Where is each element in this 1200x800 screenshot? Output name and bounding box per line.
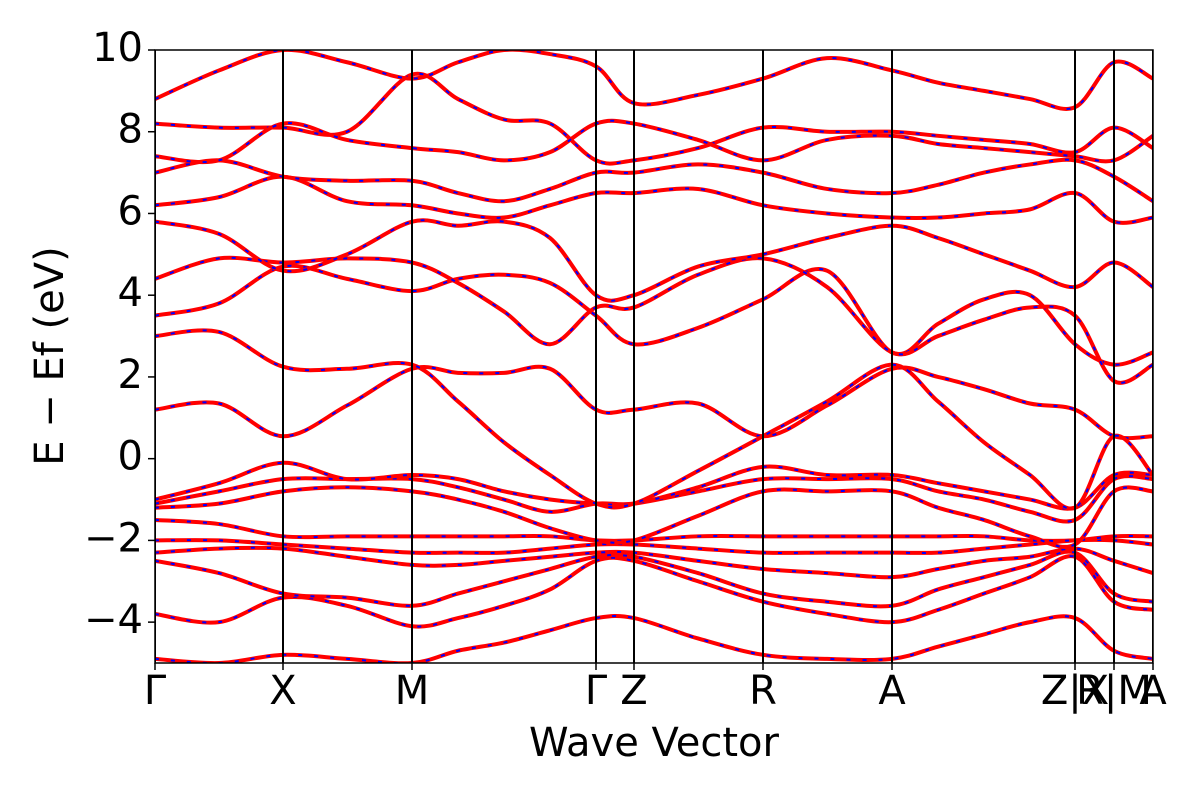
y-tick-label: 2: [118, 352, 143, 398]
x-axis-label: Wave Vector: [529, 720, 780, 766]
band-line-dashed: [155, 461, 1153, 510]
band-line-dashed: [155, 72, 1153, 165]
y-tick-label: 8: [118, 107, 143, 153]
y-axis-label: E − Ef (eV): [27, 246, 73, 465]
x-tick-label: Z|X: [1041, 668, 1109, 714]
band-line: [155, 50, 1153, 111]
band-line-dashed: [155, 546, 1153, 579]
x-tick-label: M: [395, 668, 430, 714]
x-tick-label: A: [878, 668, 906, 714]
band-line-dashed: [155, 329, 1153, 510]
band-line: [155, 549, 1153, 609]
band-line: [155, 614, 1153, 663]
plot-frame: [154, 49, 1154, 664]
band-line: [155, 174, 1153, 225]
y-tick-label: 0: [118, 434, 143, 480]
band-line: [155, 255, 1153, 385]
band-line-dashed: [155, 158, 1153, 203]
x-tick-label: R|M: [1076, 668, 1152, 714]
band-line-dashed: [155, 486, 1153, 548]
band-line-dashed: [155, 219, 1153, 302]
x-tick-label: A: [1139, 668, 1167, 714]
x-tick-label: Γ: [144, 668, 167, 714]
y-tick-label: 4: [118, 270, 143, 316]
band-line-dashed: [155, 538, 1153, 554]
band-line-dashed: [155, 615, 1153, 663]
band-line-dashed: [155, 518, 1153, 542]
y-tick-label: 6: [118, 188, 143, 234]
x-tick-label: Z: [620, 668, 647, 714]
y-tick-label: −2: [84, 515, 143, 561]
y-tick-label: −4: [84, 597, 143, 643]
band-line: [155, 554, 1153, 629]
band-line-dashed: [155, 264, 1153, 366]
band-line-dashed: [155, 175, 1153, 224]
band-line-dashed: [155, 256, 1153, 384]
band-line-dashed: [155, 365, 1153, 440]
x-tick-label: X: [269, 668, 296, 714]
band-line: [155, 328, 1153, 511]
y-tick-label: 10: [92, 25, 143, 71]
band-line: [155, 364, 1153, 441]
bands: [155, 50, 1153, 663]
x-tick-label: Γ: [585, 668, 608, 714]
x-tick-label: R: [749, 668, 777, 714]
band-line-dashed: [155, 50, 1153, 110]
band-line: [155, 157, 1153, 204]
band-line-dashed: [155, 119, 1153, 164]
